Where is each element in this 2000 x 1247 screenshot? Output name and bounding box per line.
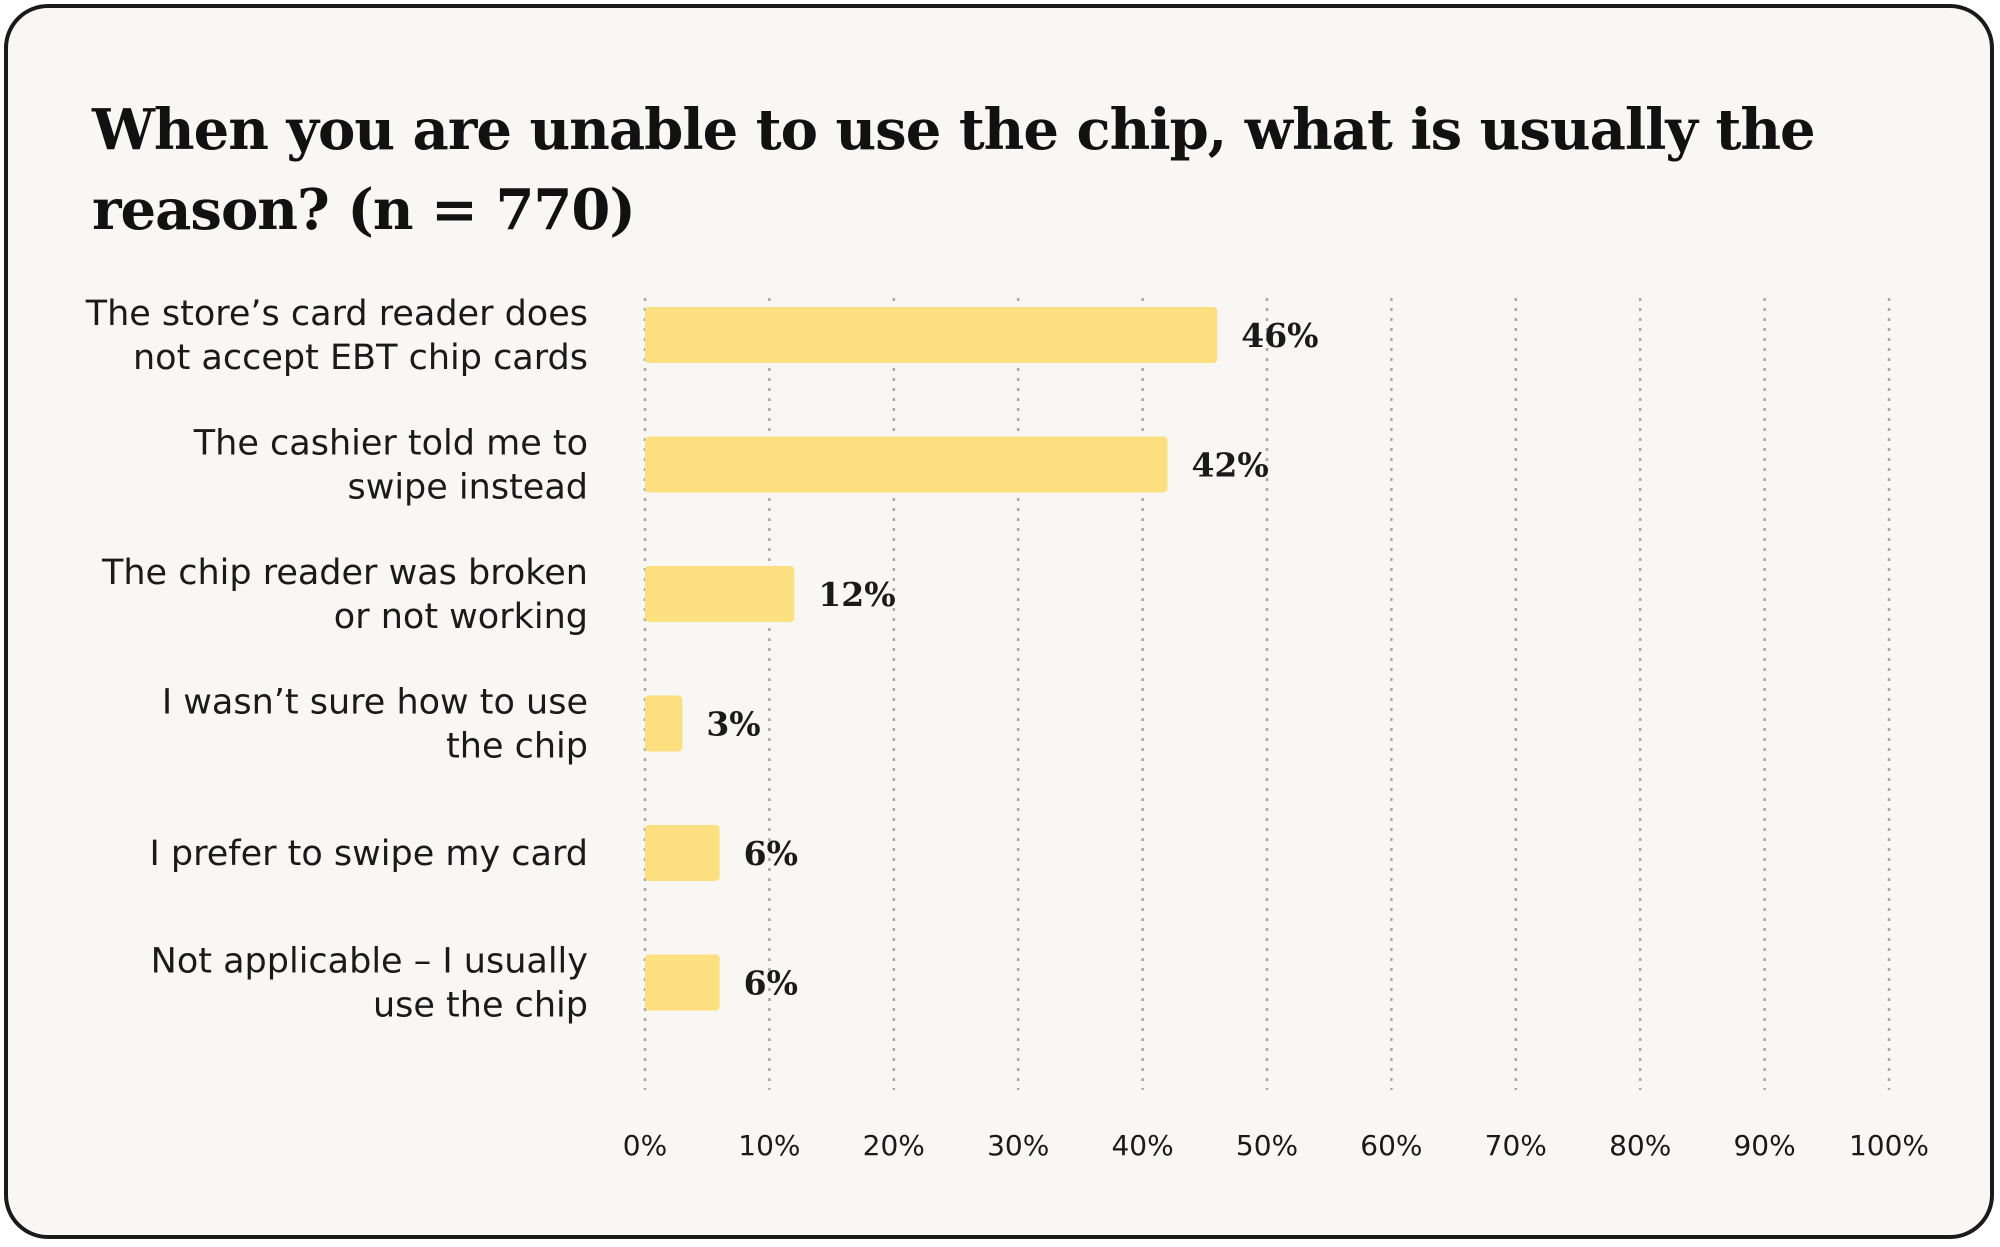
value-labels: 46% 42% 12% 3% 6% 6% <box>706 316 1318 1003</box>
x-tick-label: 80% <box>1609 1129 1671 1162</box>
data-label: 6% <box>744 834 798 873</box>
category-label-line: the chip <box>446 727 588 767</box>
bar <box>645 566 795 622</box>
category-label: Not applicable – I usually use the chip <box>151 942 588 1026</box>
x-tick-label: 100% <box>1849 1129 1929 1162</box>
category-labels: The store’s card reader does not accept E… <box>85 294 588 1026</box>
x-axis-ticks: 0% 10% 20% 30% 40% 50% 60% 70% 80% 90% 100% <box>623 1129 1929 1162</box>
category-label-line: I prefer to swipe my card <box>149 834 588 874</box>
x-tick-label: 0% <box>623 1129 667 1162</box>
x-tick-label: 40% <box>1111 1129 1173 1162</box>
chart-card: When you are unable to use the chip, wha… <box>4 4 1994 1239</box>
x-tick-label: 60% <box>1360 1129 1422 1162</box>
data-label: 46% <box>1241 316 1318 355</box>
x-tick-label: 90% <box>1733 1129 1795 1162</box>
bar <box>645 954 720 1011</box>
category-label: The chip reader was broken or not working <box>101 553 588 637</box>
category-label-line: not accept EBT chip cards <box>133 338 588 378</box>
category-label-line: swipe instead <box>347 468 588 508</box>
x-tick-label: 70% <box>1485 1129 1547 1162</box>
bar <box>645 436 1168 493</box>
category-label: The cashier told me to swipe instead <box>193 424 588 508</box>
x-tick-label: 50% <box>1236 1129 1298 1162</box>
bar <box>645 695 683 752</box>
category-label-line: or not working <box>334 597 588 637</box>
category-label-line: The store’s card reader does <box>85 294 588 334</box>
category-label: I prefer to swipe my card <box>149 834 588 874</box>
data-label: 6% <box>744 964 798 1003</box>
bar <box>645 825 720 881</box>
category-label-line: I wasn’t sure how to use <box>162 683 588 723</box>
category-label-line: The chip reader was broken <box>101 553 588 593</box>
x-tick-label: 20% <box>863 1129 925 1162</box>
category-label-line: Not applicable – I usually <box>151 942 588 982</box>
bar <box>645 307 1218 363</box>
category-label-line: use the chip <box>373 986 588 1026</box>
grid-lines <box>643 298 1891 1090</box>
bars <box>645 307 1218 1011</box>
data-label: 12% <box>818 575 895 614</box>
x-tick-label: 10% <box>738 1129 800 1162</box>
category-label: The store’s card reader does not accept E… <box>85 294 588 378</box>
category-label-line: The cashier told me to <box>193 424 588 464</box>
data-label: 3% <box>706 705 760 744</box>
category-label: I wasn’t sure how to use the chip <box>162 683 588 767</box>
x-tick-label: 30% <box>987 1129 1049 1162</box>
data-label: 42% <box>1191 446 1268 485</box>
chart-title: When you are unable to use the chip, wha… <box>92 97 1816 243</box>
